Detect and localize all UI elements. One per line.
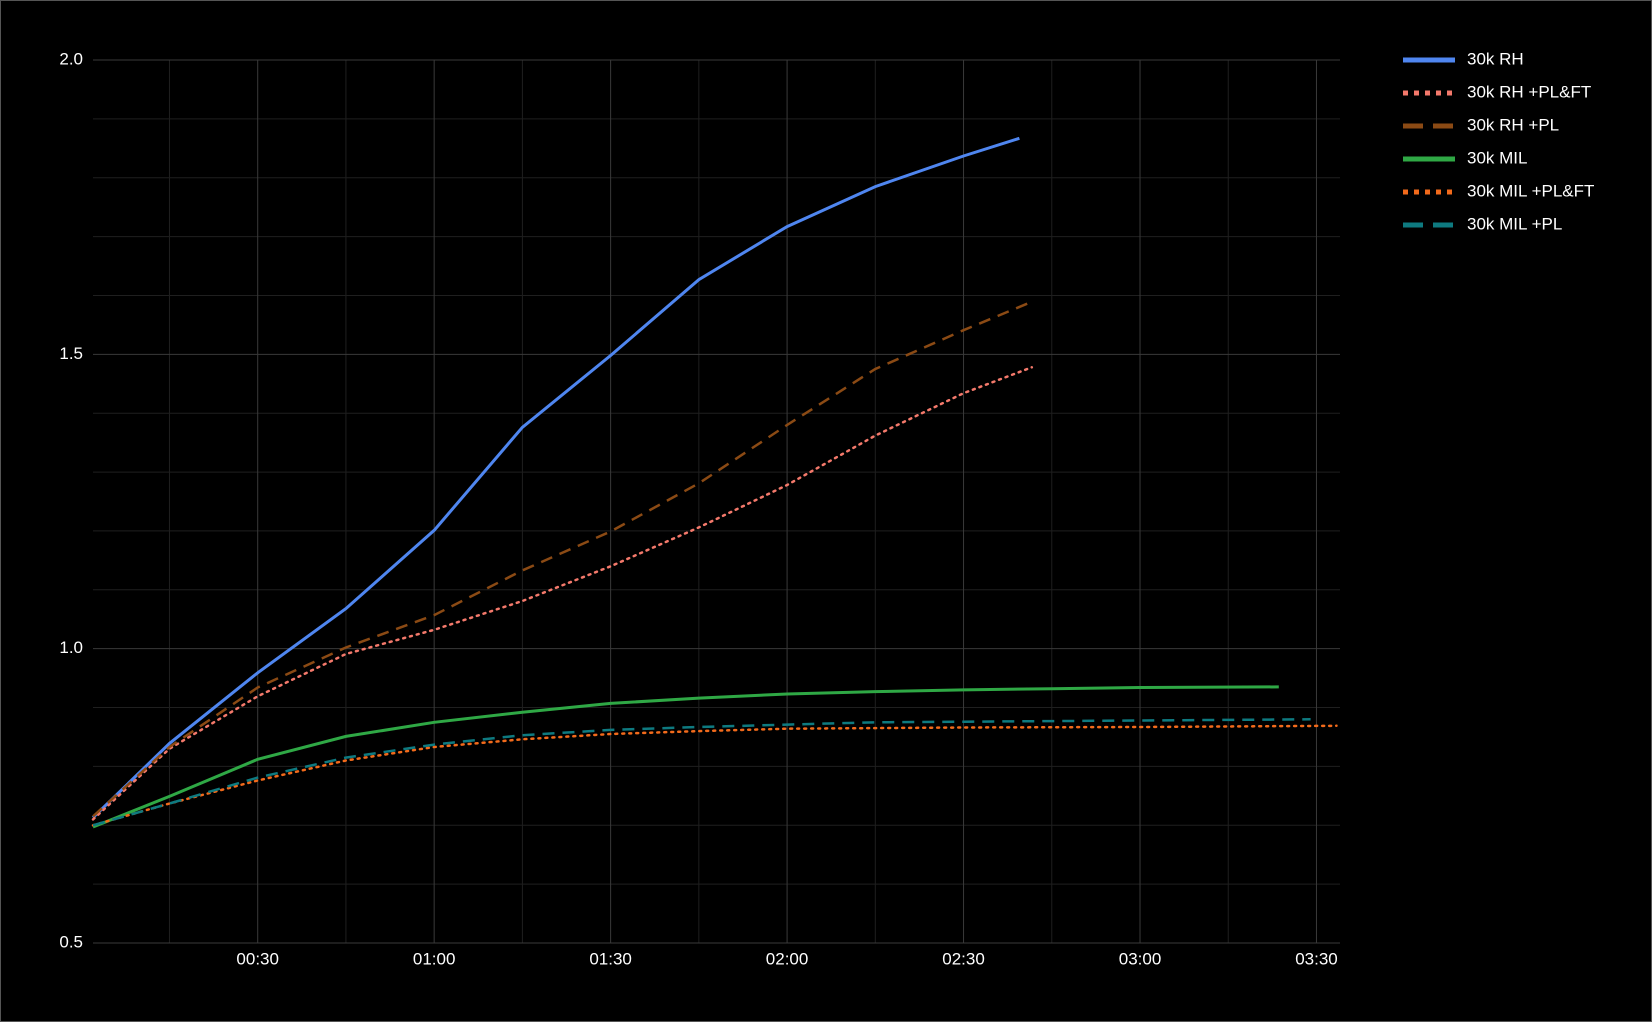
- x-tick-label: 00:30: [236, 949, 279, 968]
- series-line: [91, 136, 1020, 819]
- x-tick-label: 02:30: [942, 949, 985, 968]
- x-tick-label: 03:00: [1119, 949, 1162, 968]
- legend-label: 30k MIL +PL&FT: [1467, 181, 1594, 200]
- y-tick-label: 1.5: [59, 344, 83, 363]
- x-tick-label: 03:30: [1295, 949, 1338, 968]
- series-line: [92, 718, 1311, 827]
- x-tick-label: 01:00: [413, 949, 456, 968]
- legend-label: 30k RH: [1467, 49, 1524, 68]
- series-line: [91, 366, 1034, 821]
- y-tick-label: 0.5: [59, 932, 83, 951]
- series-line: [91, 724, 1338, 827]
- y-tick-label: 1.0: [59, 638, 83, 657]
- series-line: [92, 299, 1035, 818]
- legend-label: 30k RH +PL: [1467, 115, 1559, 134]
- legend-label: 30k MIL: [1467, 148, 1527, 167]
- legend-label: 30k MIL +PL: [1467, 214, 1562, 233]
- legend-label: 30k RH +PL&FT: [1467, 82, 1591, 101]
- series-line: [92, 685, 1279, 829]
- y-tick-label: 2.0: [59, 49, 83, 68]
- x-tick-label: 01:30: [589, 949, 632, 968]
- x-tick-label: 02:00: [766, 949, 809, 968]
